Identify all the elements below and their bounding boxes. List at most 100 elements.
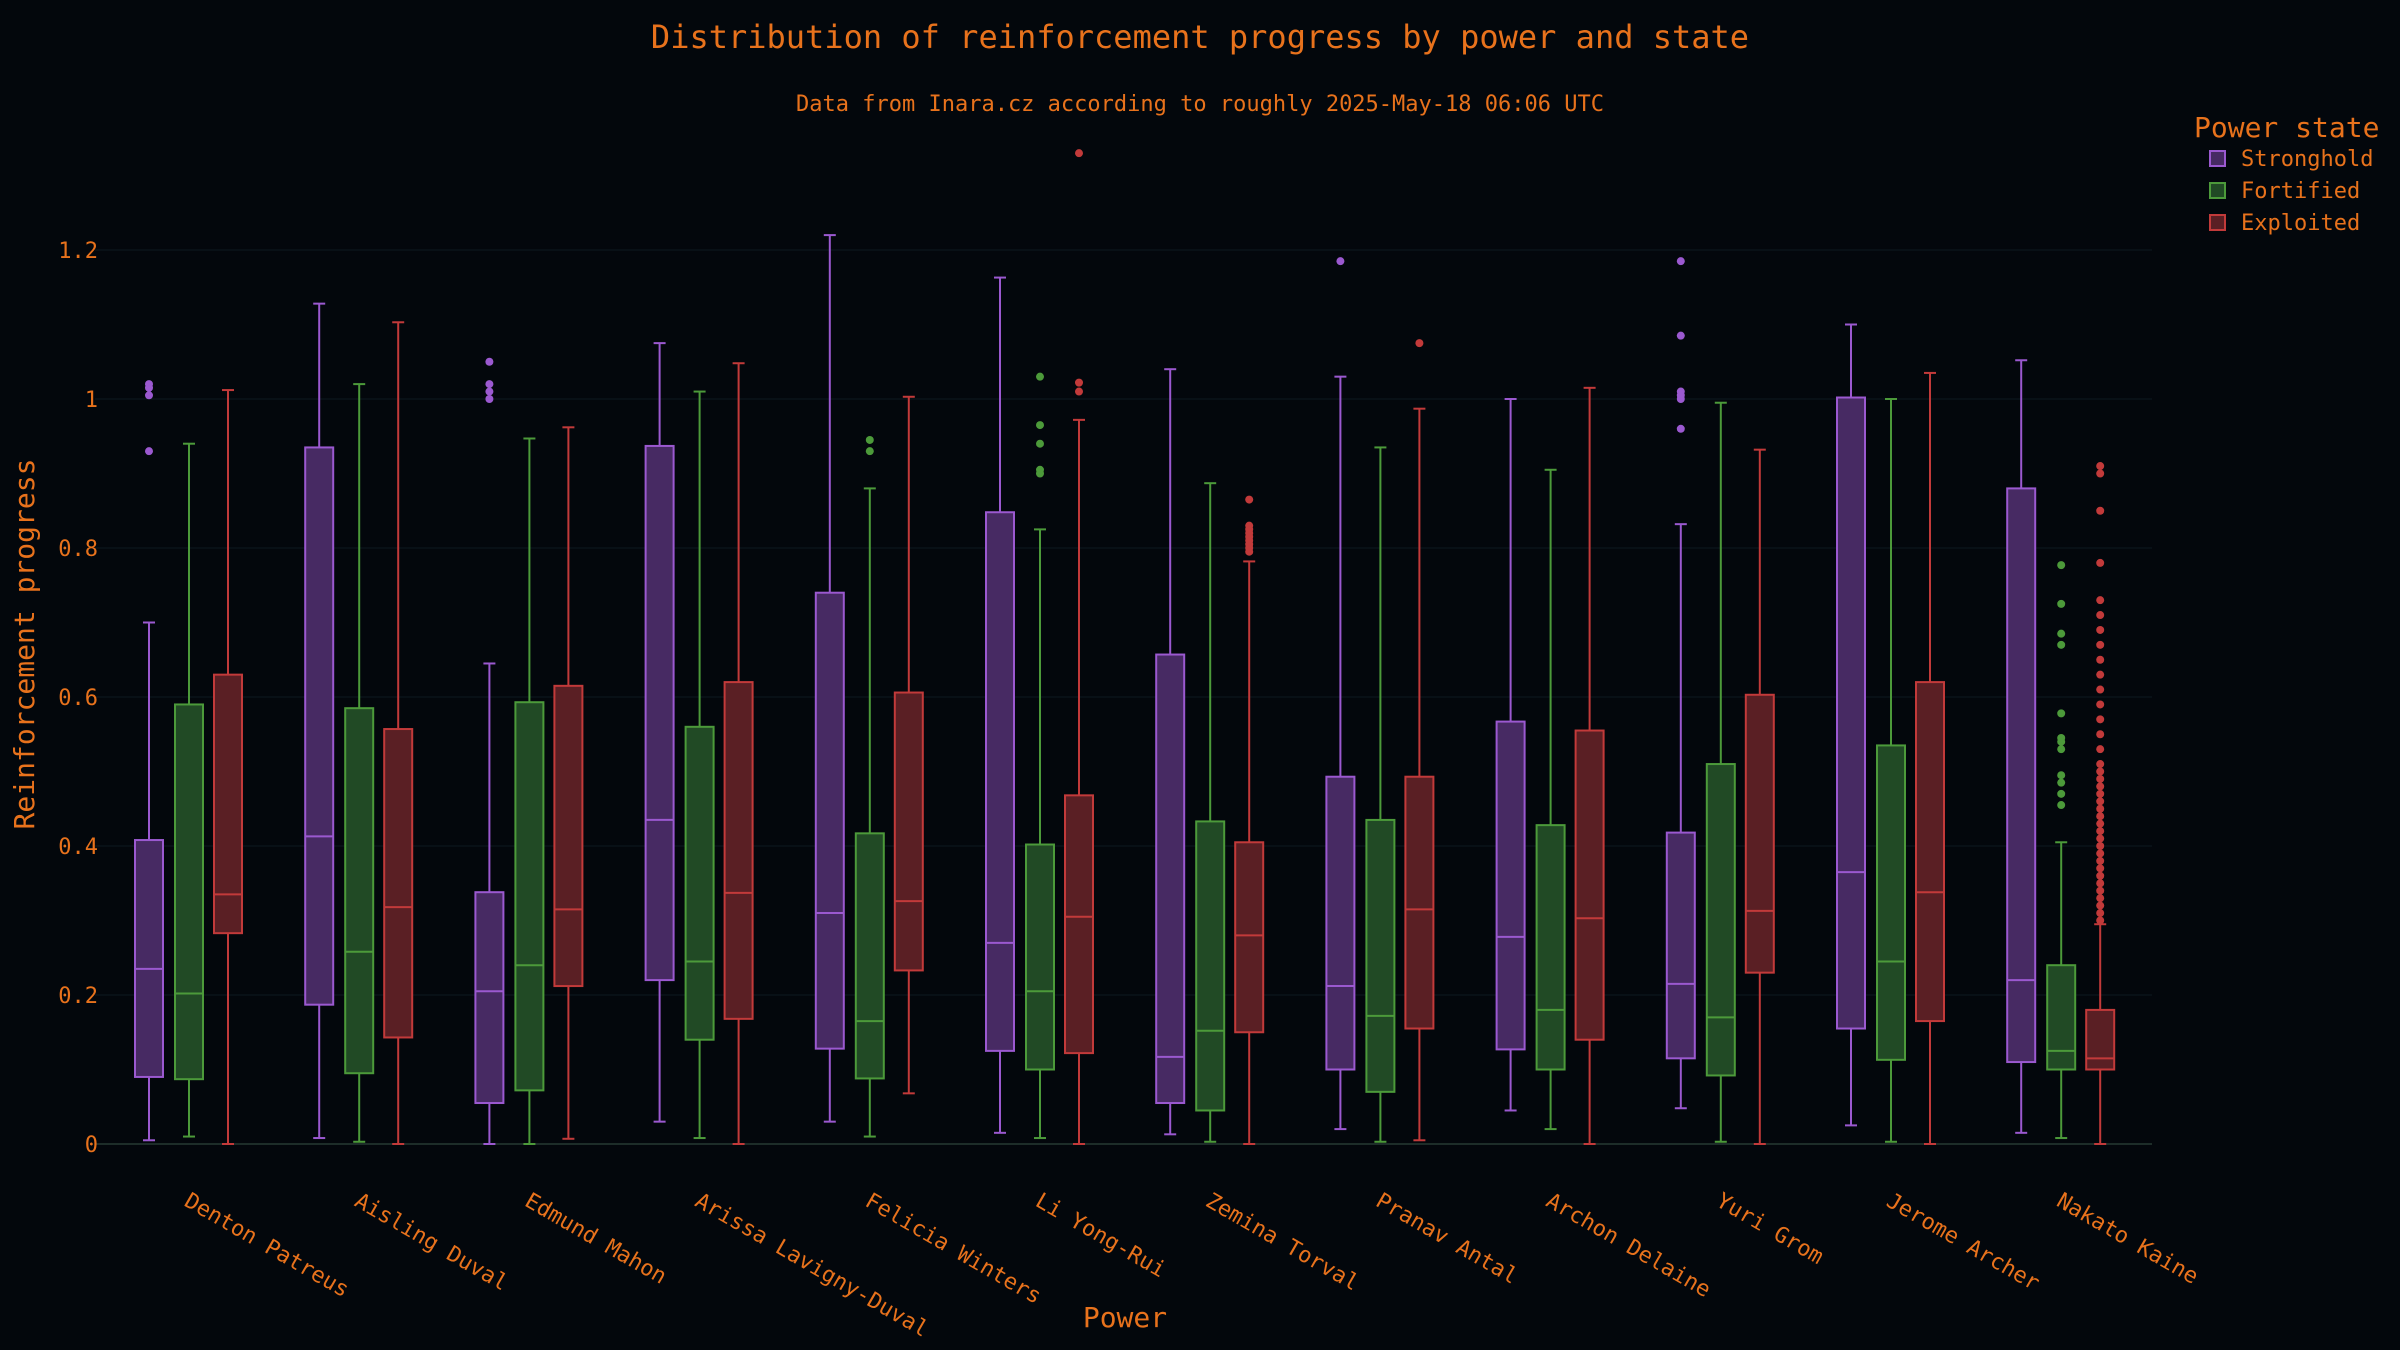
box-fortified — [854, 435, 885, 1138]
x-tick-label: Archon Delaine — [1542, 1189, 1715, 1303]
iqr-box — [553, 684, 584, 988]
legend-swatch-exploited — [2209, 214, 2226, 231]
box-fortified — [514, 437, 545, 1145]
box-fortified — [1876, 398, 1906, 1143]
iqr-box — [814, 591, 845, 1050]
chart-title: Distribution of reinforcement progress b… — [651, 18, 1749, 56]
box-fortified — [2046, 561, 2077, 1140]
outlier-point — [1075, 378, 1083, 387]
iqr-box — [383, 728, 414, 1039]
x-tick-label: Zemina Torval — [1201, 1189, 1363, 1297]
outlier-point — [2096, 804, 2105, 813]
outlier-point — [2057, 789, 2066, 798]
box-stronghold — [304, 302, 335, 1140]
outlier-point — [2096, 558, 2105, 567]
outlier-point — [2096, 640, 2105, 649]
legend: Power state Stronghold Fortified Exploited — [2194, 111, 2379, 236]
box-stronghold — [814, 234, 845, 1123]
x-tick-label: Li Yong-Rui — [1031, 1189, 1170, 1284]
outlier-point — [1036, 439, 1044, 448]
iqr-box — [1574, 729, 1605, 1041]
outlier-point — [2096, 894, 2105, 903]
iqr-box — [1744, 693, 1775, 974]
chart-subtitle: Data from Inara.cz according to roughly … — [796, 92, 1604, 117]
iqr-box — [1365, 818, 1396, 1093]
outlier-point — [865, 447, 874, 456]
outlier-point — [2096, 774, 2105, 783]
iqr-box — [644, 444, 675, 982]
outlier-point — [2096, 462, 2105, 471]
outlier-point — [2057, 599, 2066, 608]
box-exploited — [1574, 386, 1605, 1145]
outlier-point — [2096, 767, 2105, 776]
outlier-point — [1676, 424, 1685, 433]
iqr-box — [1155, 653, 1186, 1105]
iqr-box — [684, 725, 715, 1041]
outlier-point — [2096, 782, 2105, 791]
box-exploited — [383, 321, 414, 1145]
outlier-point — [485, 380, 494, 389]
iqr-box — [344, 707, 375, 1075]
outlier-point — [2096, 715, 2105, 724]
outlier-point — [145, 391, 153, 400]
outlier-point — [2096, 827, 2105, 836]
outlier-point — [2096, 625, 2105, 634]
legend-title: Power state — [2194, 111, 2379, 144]
outlier-point — [2096, 506, 2105, 515]
outlier-point — [2096, 834, 2105, 843]
x-tick-label: Denton Patreus — [180, 1189, 353, 1303]
box-stronghold — [474, 357, 505, 1145]
outlier-point — [2096, 886, 2105, 895]
outlier-point — [2096, 901, 2105, 910]
legend-item-exploited: Exploited — [2241, 211, 2360, 236]
outlier-point — [2096, 611, 2105, 620]
iqr-box — [213, 673, 243, 935]
box-fortified — [174, 442, 204, 1138]
iqr-box — [985, 511, 1015, 1052]
outlier-point — [2096, 745, 2105, 754]
outlier-point — [1676, 257, 1685, 266]
outlier-point — [2096, 596, 2105, 605]
outlier-point — [1036, 372, 1044, 381]
box-exploited — [1744, 448, 1775, 1145]
outlier-point — [145, 447, 153, 456]
legend-item-fortified: Fortified — [2241, 179, 2360, 204]
iqr-box — [134, 839, 164, 1078]
box-exploited — [213, 389, 243, 1145]
iqr-box — [2085, 1008, 2116, 1071]
y-tick-label: 0 — [85, 1133, 98, 1158]
legend-swatch-fortified — [2209, 182, 2226, 199]
iqr-box — [1705, 763, 1736, 1077]
outlier-point — [2096, 812, 2105, 821]
outlier-point — [2057, 778, 2066, 787]
y-tick-label: 0.2 — [58, 984, 98, 1009]
x-tick-label: Jerome Archer — [1882, 1189, 2044, 1297]
outlier-point — [2096, 856, 2105, 865]
grid-lines — [95, 249, 2152, 1145]
outlier-point — [2096, 789, 2105, 798]
y-tick-label: 0.8 — [58, 537, 98, 562]
outlier-point — [485, 357, 494, 366]
box-fortified — [1705, 401, 1736, 1143]
outlier-point — [2096, 760, 2105, 769]
outlier-point — [2057, 801, 2066, 810]
outlier-point — [2096, 797, 2105, 806]
outlier-point — [1036, 465, 1044, 474]
outlier-point — [2096, 879, 2105, 888]
outlier-point — [1415, 339, 1424, 348]
box-stronghold — [2006, 359, 2037, 1134]
x-tick-label: Nakato Kaine — [2052, 1189, 2202, 1290]
outlier-point — [1036, 421, 1044, 430]
outlier-point — [2057, 771, 2066, 780]
outlier-point — [2096, 670, 2105, 679]
iqr-box — [1535, 824, 1566, 1071]
box-stronghold — [1325, 257, 1356, 1131]
outlier-point — [865, 435, 874, 444]
box-fortified — [344, 383, 375, 1143]
outlier-point — [145, 380, 153, 389]
outlier-point — [2096, 871, 2105, 880]
box-stronghold — [1155, 368, 1186, 1136]
box-stronghold — [985, 276, 1015, 1134]
